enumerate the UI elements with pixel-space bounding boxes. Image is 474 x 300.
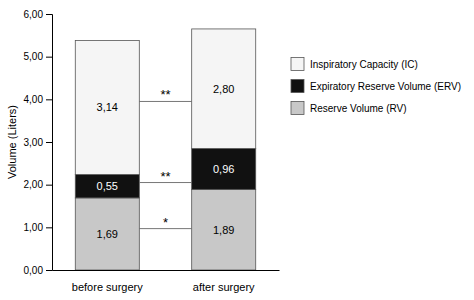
x-axis: before surgery after surgery — [53, 271, 280, 294]
y-tick-label: 2,00 — [24, 179, 44, 190]
data-label: 1,89 — [213, 224, 234, 236]
y-tick-mark — [46, 14, 52, 15]
bar-series — [75, 189, 255, 270]
legend-item: Inspiratory Capacity (IC) — [291, 58, 418, 71]
legend-swatch — [291, 58, 304, 71]
annotation: ** — [160, 87, 170, 102]
marks — [75, 29, 255, 270]
data-label: 1,69 — [97, 228, 118, 240]
y-tick-mark — [46, 99, 52, 100]
axis-line — [46, 15, 53, 271]
legend-swatch — [291, 80, 304, 93]
y-tick-label: 4,00 — [24, 94, 44, 105]
x-tick-label: after surgery — [193, 281, 255, 293]
legend-swatch — [291, 102, 304, 115]
bar — [75, 198, 139, 270]
y-tick: 4,00 — [24, 94, 52, 105]
y-tick: 2,00 — [24, 179, 52, 190]
chart: 0,00 1,00 2,00 3,00 4,00 5,00 6,00 before surge… — [0, 0, 474, 300]
annotation: * — [163, 215, 168, 230]
y-axis-title: Volume (Liters) — [6, 105, 18, 179]
bar — [192, 29, 256, 148]
y-tick: 5,00 — [24, 51, 52, 62]
annotations: ***** — [160, 87, 170, 229]
data-label: 3,14 — [97, 101, 118, 113]
axis-line — [53, 270, 280, 271]
legend-label: Reserve Volume (RV) — [310, 103, 407, 114]
y-tick-mark — [46, 270, 52, 271]
x-tick-label: before surgery — [72, 281, 143, 293]
x-tick: before surgery — [72, 281, 143, 293]
legend-label: Expiratory Reserve Volume (ERV) — [310, 81, 461, 92]
y-tick: 1,00 — [24, 222, 52, 233]
bar — [192, 189, 256, 270]
y-tick-label: 0,00 — [24, 265, 44, 276]
y-tick-mark — [46, 57, 52, 58]
legend-label: Inspiratory Capacity (IC) — [310, 59, 418, 70]
annotation: ** — [160, 169, 170, 184]
y-tick: 3,00 — [24, 137, 52, 148]
x-tick: after surgery — [193, 281, 255, 293]
y-tick: 0,00 — [24, 265, 52, 276]
data-label: 0,96 — [213, 163, 234, 175]
y-tick-label: 3,00 — [24, 137, 44, 148]
legend-item: Expiratory Reserve Volume (ERV) — [291, 80, 461, 93]
data-label: 0,55 — [97, 180, 118, 192]
bar — [75, 174, 139, 197]
bar — [192, 148, 256, 189]
plot: 0,00 1,00 2,00 3,00 4,00 5,00 6,00 before surge… — [24, 9, 280, 293]
data-label: 2,80 — [213, 83, 234, 95]
y-tick-label: 6,00 — [24, 9, 44, 20]
data-labels: 1,69 1,89 0,55 0,96 3,14 2,80 — [97, 83, 235, 240]
legend: Inspiratory Capacity (IC) Expiratory Rese… — [291, 58, 461, 115]
y-tick: 6,00 — [24, 9, 52, 20]
y-tick-label: 1,00 — [24, 222, 44, 233]
bar-series — [75, 29, 255, 174]
y-tick-label: 5,00 — [24, 51, 44, 62]
legend-item: Reserve Volume (RV) — [291, 102, 407, 115]
y-tick-mark — [46, 142, 52, 143]
bar — [75, 40, 139, 174]
y-axis: 0,00 1,00 2,00 3,00 4,00 5,00 6,00 — [24, 9, 53, 276]
y-tick-mark — [46, 227, 52, 228]
y-tick-mark — [46, 185, 52, 186]
